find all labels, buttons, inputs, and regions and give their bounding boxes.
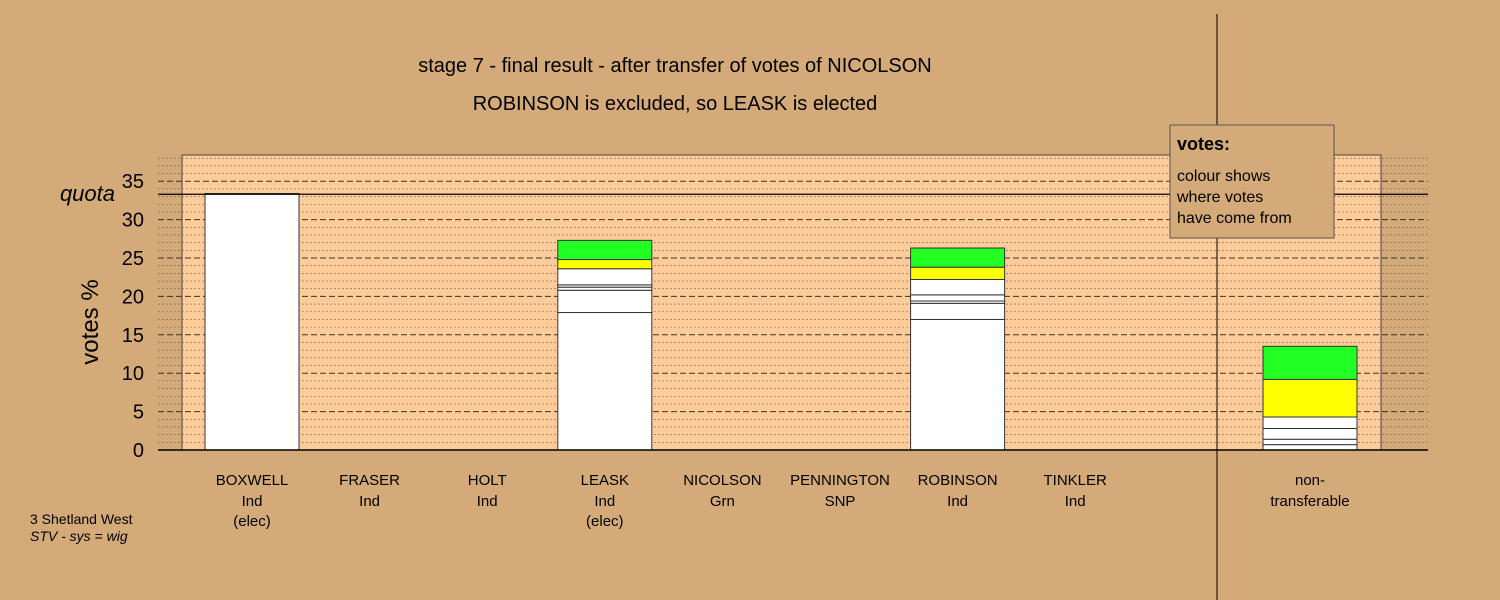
y-tick-15: 15 xyxy=(122,325,144,347)
candidate-name-holt: HOLT xyxy=(468,472,507,489)
quota-label: quota xyxy=(60,181,115,206)
bar-robinson-segment-1 xyxy=(910,318,1006,451)
footer-line-1: 3 Shetland West xyxy=(30,511,133,527)
y-tick-10: 10 xyxy=(122,363,144,385)
bar-nontransferable-segment-6 xyxy=(1262,345,1358,380)
candidate-name-pennington: PENNINGTON xyxy=(790,472,890,489)
y-tick-0: 0 xyxy=(133,440,144,462)
candidate-party-boxwell: Ind xyxy=(242,493,263,510)
category-labels: BOXWELL Ind (elec) FRASER Ind HOLT Ind LEASK Ind… xyxy=(216,472,1350,530)
legend: votes: colour shows where votes have com… xyxy=(1169,124,1335,239)
candidate-party-pennington: SNP xyxy=(825,493,856,510)
y-tick-labels: 0 5 10 15 20 25 30 35 xyxy=(122,171,144,462)
y-tick-5: 5 xyxy=(133,402,144,424)
y-tick-35: 35 xyxy=(122,171,144,193)
bar-robinson-segment-6 xyxy=(910,266,1006,281)
nontransferable-label-2: transferable xyxy=(1270,493,1349,510)
bar-nontransferable-segment-1 xyxy=(1262,444,1358,451)
candidate-name-nicolson: NICOLSON xyxy=(683,472,761,489)
bar-leask-segment-5 xyxy=(557,268,653,286)
legend-line-1: colour shows xyxy=(1177,168,1270,185)
candidate-party-holt: Ind xyxy=(477,493,498,510)
bar-nontransferable-segment-3 xyxy=(1262,427,1358,440)
y-tick-30: 30 xyxy=(122,210,144,232)
bar-boxwell-segment-1 xyxy=(204,192,300,451)
candidate-name-fraser: FRASER xyxy=(339,472,400,489)
chart-subtitle: ROBINSON is excluded, so LEASK is electe… xyxy=(473,93,878,115)
bar-leask-segment-1 xyxy=(557,312,653,451)
legend-box xyxy=(1169,124,1335,239)
candidate-name-tinkler: TINKLER xyxy=(1044,472,1108,489)
y-tick-25: 25 xyxy=(122,248,144,270)
legend-line-3: have come from xyxy=(1177,210,1292,227)
bar-nontransferable-segment-2 xyxy=(1262,438,1358,446)
nontransferable-label-1: non- xyxy=(1295,472,1325,489)
y-tick-20: 20 xyxy=(122,286,144,308)
legend-line-2: where votes xyxy=(1176,189,1263,206)
bar-nontransferable-segment-4 xyxy=(1262,416,1358,429)
candidate-party-nicolson: Grn xyxy=(710,493,735,510)
bar-leask-segment-7 xyxy=(557,239,653,261)
candidate-name-robinson: ROBINSON xyxy=(918,472,998,489)
bar-robinson-segment-2 xyxy=(910,302,1006,320)
bar-leask-segment-6 xyxy=(557,259,653,270)
bar-nontransferable-segment-5 xyxy=(1262,378,1358,418)
candidate-status-boxwell: (elec) xyxy=(233,513,271,530)
footer-line-2: STV - sys = wig xyxy=(30,528,128,544)
bar-robinson-segment-4 xyxy=(910,294,1006,302)
bar-leask-segment-2 xyxy=(557,289,653,314)
candidate-party-leask: Ind xyxy=(594,493,615,510)
bars xyxy=(204,192,1358,451)
candidate-name-boxwell: BOXWELL xyxy=(216,472,289,489)
candidate-party-fraser: Ind xyxy=(359,493,380,510)
y-axis-label: votes % xyxy=(77,279,104,364)
chart-title: stage 7 - final result - after transfer … xyxy=(418,55,932,77)
legend-title: votes: xyxy=(1177,134,1230,154)
candidate-name-leask: LEASK xyxy=(581,472,629,489)
bar-robinson-segment-5 xyxy=(910,279,1006,296)
bar-robinson-segment-7 xyxy=(910,247,1006,268)
candidate-party-robinson: Ind xyxy=(947,493,968,510)
candidate-status-leask: (elec) xyxy=(586,513,624,530)
candidate-party-tinkler: Ind xyxy=(1065,493,1086,510)
